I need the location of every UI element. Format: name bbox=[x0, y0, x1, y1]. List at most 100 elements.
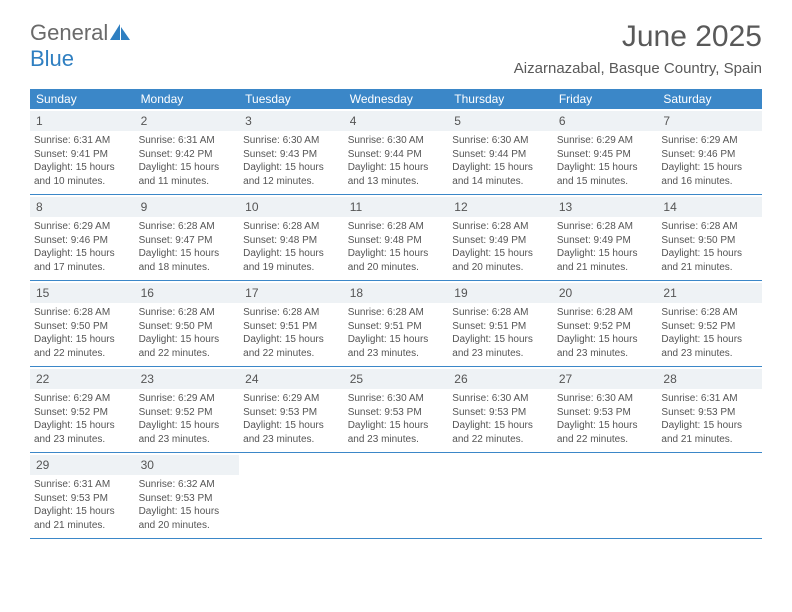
sunrise-value: 6:30 AM bbox=[596, 393, 633, 404]
sunrise-label: Sunrise: bbox=[557, 135, 596, 146]
daylight-label: Daylight: bbox=[557, 420, 599, 431]
day-number: 14 bbox=[663, 200, 676, 214]
sunrise-value: 6:31 AM bbox=[73, 479, 110, 490]
day-cell: 2Sunrise: 6:31 AMSunset: 9:42 PMDaylight… bbox=[135, 109, 240, 194]
daylight-line: Daylight: 15 hours and 15 minutes. bbox=[557, 161, 654, 188]
sunset-value: 9:53 PM bbox=[384, 407, 421, 418]
day-cell: 4Sunrise: 6:30 AMSunset: 9:44 PMDaylight… bbox=[344, 109, 449, 194]
day-number: 9 bbox=[141, 200, 148, 214]
sunset-label: Sunset: bbox=[139, 149, 176, 160]
sunset-value: 9:53 PM bbox=[489, 407, 526, 418]
daylight-line: Daylight: 15 hours and 17 minutes. bbox=[34, 247, 131, 274]
sunrise-label: Sunrise: bbox=[34, 221, 73, 232]
sunset-value: 9:45 PM bbox=[594, 149, 631, 160]
sunrise-line: Sunrise: 6:28 AM bbox=[452, 220, 549, 234]
sunset-line: Sunset: 9:52 PM bbox=[661, 320, 758, 334]
sunset-label: Sunset: bbox=[452, 235, 489, 246]
dow-cell: Monday bbox=[135, 89, 240, 109]
sunrise-label: Sunrise: bbox=[243, 135, 282, 146]
sunrise-label: Sunrise: bbox=[557, 307, 596, 318]
day-number: 4 bbox=[350, 114, 357, 128]
sunset-line: Sunset: 9:46 PM bbox=[34, 234, 131, 248]
day-cell: 9Sunrise: 6:28 AMSunset: 9:47 PMDaylight… bbox=[135, 195, 240, 280]
day-num-row: 30 bbox=[135, 455, 240, 475]
sunset-value: 9:51 PM bbox=[384, 321, 421, 332]
sunset-line: Sunset: 9:52 PM bbox=[139, 406, 236, 420]
sunset-value: 9:52 PM bbox=[698, 321, 735, 332]
day-number: 25 bbox=[350, 372, 363, 386]
sunrise-value: 6:28 AM bbox=[283, 307, 320, 318]
sunset-line: Sunset: 9:48 PM bbox=[348, 234, 445, 248]
day-cell: 17Sunrise: 6:28 AMSunset: 9:51 PMDayligh… bbox=[239, 281, 344, 366]
sunrise-label: Sunrise: bbox=[139, 479, 178, 490]
sunrise-label: Sunrise: bbox=[452, 221, 491, 232]
day-cell: 15Sunrise: 6:28 AMSunset: 9:50 PMDayligh… bbox=[30, 281, 135, 366]
sunrise-label: Sunrise: bbox=[661, 307, 700, 318]
daylight-label: Daylight: bbox=[34, 506, 76, 517]
daylight-label: Daylight: bbox=[452, 248, 494, 259]
sunset-label: Sunset: bbox=[348, 149, 385, 160]
sunset-value: 9:52 PM bbox=[594, 321, 631, 332]
sunrise-line: Sunrise: 6:29 AM bbox=[243, 392, 340, 406]
sunset-label: Sunset: bbox=[243, 149, 280, 160]
day-number: 21 bbox=[663, 286, 676, 300]
daylight-line: Daylight: 15 hours and 23 minutes. bbox=[348, 333, 445, 360]
sunset-value: 9:51 PM bbox=[280, 321, 317, 332]
daylight-line: Daylight: 15 hours and 23 minutes. bbox=[243, 419, 340, 446]
day-cell: 21Sunrise: 6:28 AMSunset: 9:52 PMDayligh… bbox=[657, 281, 762, 366]
day-cell: 19Sunrise: 6:28 AMSunset: 9:51 PMDayligh… bbox=[448, 281, 553, 366]
daylight-line: Daylight: 15 hours and 20 minutes. bbox=[452, 247, 549, 274]
sunset-label: Sunset: bbox=[34, 235, 71, 246]
sunset-label: Sunset: bbox=[139, 235, 176, 246]
sunrise-label: Sunrise: bbox=[139, 307, 178, 318]
day-number: 6 bbox=[559, 114, 566, 128]
sunrise-value: 6:28 AM bbox=[596, 221, 633, 232]
sunrise-value: 6:30 AM bbox=[492, 135, 529, 146]
daylight-line: Daylight: 15 hours and 22 minutes. bbox=[452, 419, 549, 446]
sunrise-line: Sunrise: 6:30 AM bbox=[348, 392, 445, 406]
sunset-value: 9:50 PM bbox=[175, 321, 212, 332]
day-number: 19 bbox=[454, 286, 467, 300]
daylight-line: Daylight: 15 hours and 21 minutes. bbox=[661, 247, 758, 274]
sunrise-value: 6:29 AM bbox=[178, 393, 215, 404]
day-num-row: 19 bbox=[448, 283, 553, 303]
week-row: 15Sunrise: 6:28 AMSunset: 9:50 PMDayligh… bbox=[30, 281, 762, 367]
sunrise-line: Sunrise: 6:29 AM bbox=[34, 220, 131, 234]
day-number: 8 bbox=[36, 200, 43, 214]
daylight-line: Daylight: 15 hours and 14 minutes. bbox=[452, 161, 549, 188]
sunrise-label: Sunrise: bbox=[139, 393, 178, 404]
sunrise-line: Sunrise: 6:31 AM bbox=[661, 392, 758, 406]
sunrise-label: Sunrise: bbox=[557, 221, 596, 232]
daylight-line: Daylight: 15 hours and 11 minutes. bbox=[139, 161, 236, 188]
sunrise-line: Sunrise: 6:31 AM bbox=[34, 478, 131, 492]
day-number: 7 bbox=[663, 114, 670, 128]
day-num-row: 25 bbox=[344, 369, 449, 389]
day-number: 29 bbox=[36, 458, 49, 472]
daylight-line: Daylight: 15 hours and 23 minutes. bbox=[452, 333, 549, 360]
dow-cell: Friday bbox=[553, 89, 658, 109]
header: General Blue June 2025 Aizarnazabal, Bas… bbox=[0, 0, 792, 81]
sunset-label: Sunset: bbox=[34, 321, 71, 332]
dow-cell: Tuesday bbox=[239, 89, 344, 109]
sunset-label: Sunset: bbox=[557, 321, 594, 332]
sunrise-value: 6:28 AM bbox=[701, 307, 738, 318]
sunrise-value: 6:29 AM bbox=[701, 135, 738, 146]
day-num-row: 24 bbox=[239, 369, 344, 389]
sunrise-line: Sunrise: 6:31 AM bbox=[34, 134, 131, 148]
daylight-line: Daylight: 15 hours and 20 minutes. bbox=[348, 247, 445, 274]
day-number: 11 bbox=[350, 200, 362, 214]
sunset-label: Sunset: bbox=[34, 493, 71, 504]
dow-cell: Thursday bbox=[448, 89, 553, 109]
sunset-value: 9:50 PM bbox=[71, 321, 108, 332]
dow-cell: Saturday bbox=[657, 89, 762, 109]
title-block: June 2025 Aizarnazabal, Basque Country, … bbox=[514, 20, 762, 77]
sunset-line: Sunset: 9:44 PM bbox=[348, 148, 445, 162]
sunrise-label: Sunrise: bbox=[661, 135, 700, 146]
logo-part2: Blue bbox=[30, 46, 74, 71]
sunrise-line: Sunrise: 6:32 AM bbox=[139, 478, 236, 492]
empty-cell bbox=[344, 453, 449, 538]
daylight-label: Daylight: bbox=[557, 334, 599, 345]
sunset-value: 9:50 PM bbox=[698, 235, 735, 246]
sunset-label: Sunset: bbox=[557, 235, 594, 246]
day-cell: 6Sunrise: 6:29 AMSunset: 9:45 PMDaylight… bbox=[553, 109, 658, 194]
